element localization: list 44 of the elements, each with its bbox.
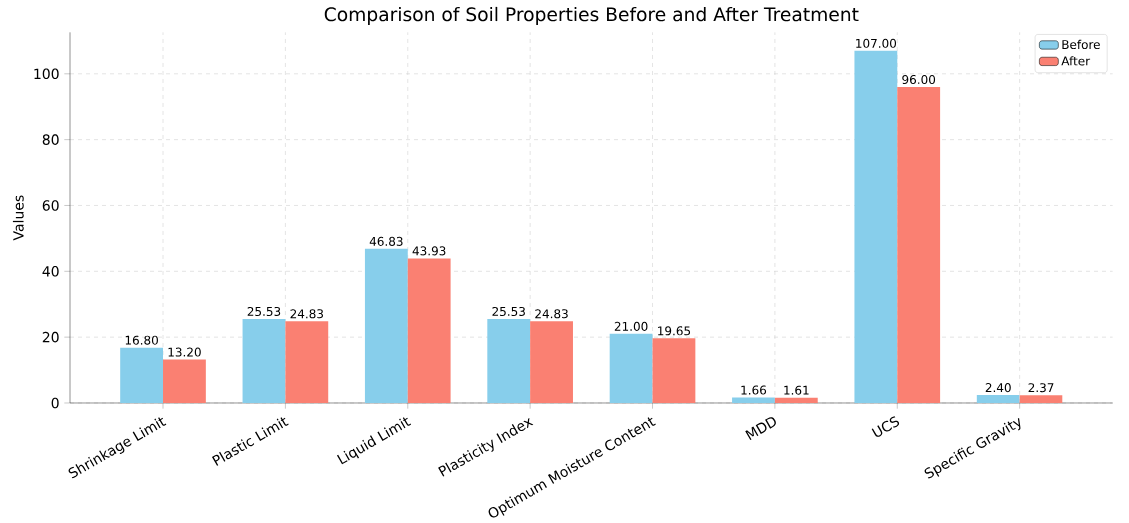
data-label: 2.40 bbox=[985, 383, 1011, 393]
data-label: 107.00 bbox=[856, 38, 897, 48]
data-label: 24.83 bbox=[290, 309, 324, 319]
bar bbox=[976, 395, 1020, 403]
bar bbox=[1019, 395, 1063, 403]
bar bbox=[732, 397, 775, 403]
data-label: 96.00 bbox=[902, 74, 936, 85]
data-label: 1.61 bbox=[784, 385, 809, 395]
x-tick-label: MDD bbox=[745, 417, 776, 441]
bar bbox=[652, 338, 696, 403]
y-tick-label: 80 bbox=[42, 134, 59, 145]
bar bbox=[407, 258, 451, 403]
y-axis-title: Values bbox=[12, 195, 24, 241]
bar bbox=[609, 333, 653, 403]
data-label: 13.20 bbox=[168, 347, 201, 357]
data-label: 25.53 bbox=[247, 306, 281, 317]
bar bbox=[774, 397, 818, 403]
y-tick-label: 40 bbox=[42, 266, 59, 277]
bar bbox=[120, 347, 164, 403]
bar bbox=[897, 86, 941, 403]
bar bbox=[530, 321, 573, 403]
legend-label: After bbox=[1061, 56, 1091, 66]
data-label: 25.53 bbox=[492, 306, 525, 317]
bar bbox=[487, 318, 531, 403]
data-label: 21.00 bbox=[614, 321, 648, 331]
data-label: 2.37 bbox=[1028, 383, 1054, 393]
bar bbox=[364, 248, 408, 403]
data-label: 19.65 bbox=[658, 326, 691, 336]
y-tick-label: 60 bbox=[42, 200, 59, 211]
data-label: 43.93 bbox=[412, 246, 446, 256]
y-tick-label: 20 bbox=[42, 331, 59, 343]
data-label: 1.66 bbox=[741, 385, 767, 395]
x-tick-label: UCS bbox=[871, 416, 900, 437]
legend-label: Before bbox=[1062, 39, 1100, 50]
bar bbox=[242, 318, 286, 403]
data-label: 24.83 bbox=[535, 309, 568, 319]
bar bbox=[163, 359, 206, 403]
bar bbox=[854, 50, 898, 403]
data-label: 46.83 bbox=[369, 236, 403, 246]
y-tick-label: 0 bbox=[51, 397, 59, 409]
data-label: 16.80 bbox=[125, 335, 158, 345]
y-tick-label: 100 bbox=[34, 68, 59, 80]
bar bbox=[285, 321, 329, 403]
chart-title: Comparison of Soil Properties Before and After Treatment bbox=[324, 6, 859, 25]
